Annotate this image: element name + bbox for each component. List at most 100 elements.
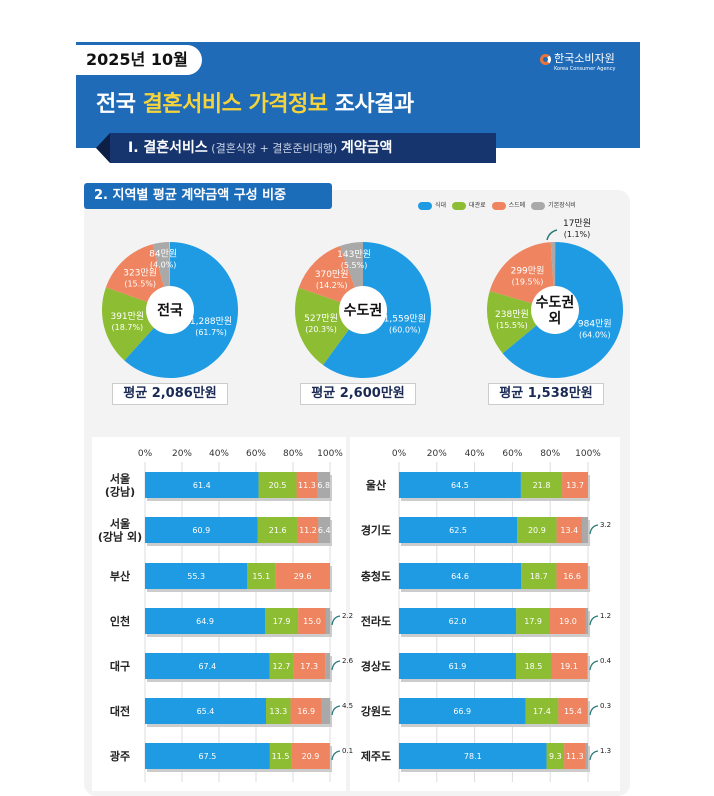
bar-value-label: 11.5 <box>272 752 290 761</box>
subtitle-bar: Ⅰ. 결혼서비스 (결혼식장 + 결혼준비대행) 계약금액 <box>96 133 496 163</box>
bar-value-label: 21.8 <box>533 481 551 490</box>
bar-segment-스드메 <box>562 472 588 498</box>
bar-value-label: 2.2 <box>342 612 353 620</box>
bar-segment-기본장식비 <box>585 743 588 769</box>
slice-amount: 1,288만원 <box>190 316 232 327</box>
slice-amount: 370만원 <box>315 269 349 280</box>
bar-value-label: 6.8 <box>317 481 330 490</box>
bar-segment-식대 <box>145 472 259 498</box>
bar-segment-식대 <box>145 608 266 634</box>
bar-segment-식대 <box>399 563 522 589</box>
bar-segment-식대 <box>145 743 270 769</box>
bar-segment-식대 <box>399 517 518 543</box>
bar-value-label: 18.5 <box>525 662 543 671</box>
legend-label: 기본장식비 <box>548 202 576 209</box>
legend-swatch <box>418 201 432 210</box>
bar-value-label: 20.9 <box>528 526 546 535</box>
bar-value-label: 21.6 <box>269 526 287 535</box>
bar-value-label: 4.5 <box>342 702 353 710</box>
bar-value-label: 0.1 <box>342 747 353 755</box>
subtitle-bold-2: 계약금액 <box>340 140 393 156</box>
slice-percent: (64.0%) <box>579 331 611 340</box>
bar-segment-기본장식비 <box>318 517 331 543</box>
slice-amount: 984만원 <box>578 319 612 330</box>
bar-value-label: 78.1 <box>464 752 482 761</box>
callout-arrow-icon <box>589 615 599 626</box>
category-label: 경상도 <box>361 659 391 673</box>
x-tick-label: 100% <box>317 449 343 459</box>
average-non-capital: 평균 1,538만원 <box>488 383 604 405</box>
legend-item: 스드메 <box>491 200 526 210</box>
x-tick-label: 40% <box>465 449 485 459</box>
bar-value-label: 61.9 <box>449 662 467 671</box>
bar-value-label: 12.7 <box>273 662 291 671</box>
callout-arrow-icon <box>331 660 341 671</box>
bar-value-label: 6.4 <box>318 526 331 535</box>
callout-arrow-icon <box>546 229 558 241</box>
slice-amount: 84만원 <box>149 248 177 259</box>
subtitle-bold: Ⅰ. 결혼서비스 <box>128 140 208 156</box>
bar-segment-스드메 <box>296 472 318 498</box>
legend-label: 스드메 <box>508 202 526 209</box>
callout-arrow-icon <box>589 524 599 535</box>
bar-value-label: 16.6 <box>563 572 581 581</box>
logo: 한국소비자원 Korea Consumer Agency <box>540 50 615 72</box>
bar-segment-대관료 <box>520 472 563 498</box>
bar-segment-대관료 <box>521 563 557 589</box>
bar-segment-식대 <box>145 517 258 543</box>
bar-value-label: 15.0 <box>303 617 321 626</box>
x-tick-label: 0% <box>392 449 407 459</box>
category-label: 인천 <box>110 614 130 628</box>
bar-value-label: 61.4 <box>193 481 211 490</box>
bar-segment-대관료 <box>517 517 557 543</box>
x-tick-label: 80% <box>540 449 560 459</box>
bar-value-label: 1.3 <box>600 747 611 755</box>
bar-segment-기본장식비 <box>325 608 330 634</box>
bar-segment-식대 <box>145 563 248 589</box>
bar-segment-대관료 <box>265 608 299 634</box>
callout-arrow-icon <box>331 615 341 626</box>
slice-percent: (61.7%) <box>195 328 227 337</box>
bar-segment-스드메 <box>556 563 588 589</box>
category-label: 서울 <box>110 472 130 486</box>
category-label: 충청도 <box>361 569 391 583</box>
bar-segment-대관료 <box>269 653 294 679</box>
x-tick-label: 20% <box>172 449 192 459</box>
bar-segment-대관료 <box>258 472 297 498</box>
bar-segment-스드메 <box>558 698 588 724</box>
pie-chart: 984만원(64.0%) 238만원(15.5%) 299만원(19.5%) 17만원… <box>487 218 624 379</box>
legend-swatch <box>491 201 506 210</box>
x-tick-label: 20% <box>427 449 447 459</box>
pie-charts: 1,288만원(61.7%)391만원(18.7%)323만원(15.5%)84… <box>102 218 624 379</box>
bar-value-label: 62.0 <box>449 617 467 626</box>
bar-value-label: 11.3 <box>566 752 584 761</box>
bar-segment-대관료 <box>257 517 298 543</box>
slice-amount: 299만원 <box>511 266 545 277</box>
category-label: 전라도 <box>361 614 391 628</box>
legend-swatch <box>531 201 546 210</box>
average-capital: 평균 2,600만원 <box>300 383 416 405</box>
title-post: 조사결과 <box>327 92 414 117</box>
bar-value-label: 64.9 <box>196 617 214 626</box>
category-label: 광주 <box>110 750 130 763</box>
bar-value-label: 65.4 <box>197 707 215 716</box>
bar-segment-스드메 <box>550 608 586 634</box>
slice-amount: 17만원 <box>563 218 591 229</box>
legend-item: 식대 <box>418 200 446 210</box>
bar-segment-스드메 <box>298 608 326 634</box>
bar-value-label: 60.9 <box>192 526 210 535</box>
pie-center <box>146 286 194 334</box>
slice-amount: 527만원 <box>304 313 338 324</box>
bar-segment-기본장식비 <box>581 517 588 543</box>
bar-value-label: 17.9 <box>273 617 291 626</box>
logo-icon <box>540 53 551 65</box>
bar-value-label: 19.0 <box>559 617 577 626</box>
bar-segment-스드메 <box>275 563 330 589</box>
legend-label: 대관료 <box>469 202 486 209</box>
bar-value-label: 11.3 <box>298 481 316 490</box>
bar-segment-기본장식비 <box>585 608 589 634</box>
bar-value-label: 11.2 <box>299 526 317 535</box>
bar-value-label: 0.3 <box>600 702 611 710</box>
x-tick-label: 80% <box>283 449 303 459</box>
bar-value-label: 16.9 <box>297 707 315 716</box>
